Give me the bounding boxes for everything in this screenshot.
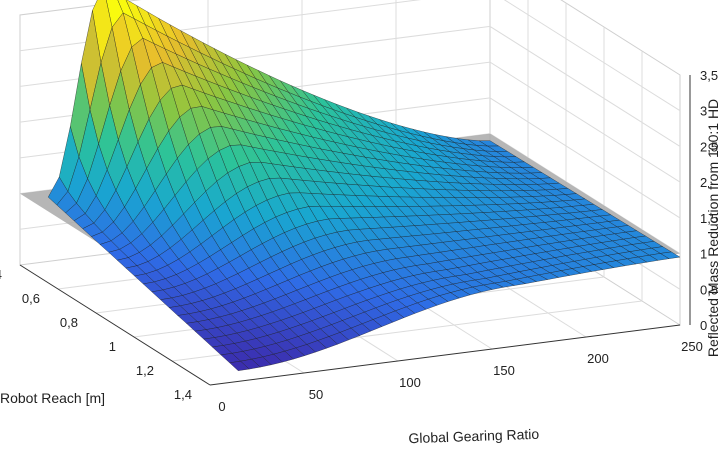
z-axis-label: Reflected Mass Reduction from 100:1 HD [705,99,721,357]
z-tick-label: 2,5 [700,139,718,154]
y-axis-label: Robot Reach [m] [0,390,105,406]
x-tick-label: 200 [587,351,609,366]
surface-patch [229,360,250,371]
y-tick-label: 0,6 [22,291,40,306]
z-tick-label: 3 [700,104,707,119]
z-tick-label: 0 [700,318,707,333]
y-axis-line [19,264,211,386]
x-axis-label: Global Gearing Ratio [408,426,539,447]
y-tick-label: 1 [109,339,116,354]
z-tick-label: 2 [700,175,707,190]
x-tick-label: 100 [399,375,421,390]
x-tick-label: 250 [681,339,703,354]
y-tick-label: 1,4 [174,387,192,402]
tick-labels: 0 50 100 150 200 250 0,4 0,6 0,8 1 1,2 1,4 0 0,5 1 1,5 2… [0,68,718,414]
x-tick-label: 150 [493,363,515,378]
z-tick-label: 1,5 [700,211,718,226]
y-tick-label: 0,8 [60,315,78,330]
z-tick-label: 3,5 [700,68,718,83]
surface-mesh [47,0,681,371]
x-axis-line [209,324,681,386]
y-tick-label: 0,4 [0,267,2,282]
z-tick-label: 0,5 [700,282,718,297]
x-tick-label: 50 [309,387,323,402]
z-tick-label: 1 [700,247,707,262]
x-tick-label: 0 [218,399,225,414]
y-tick-label: 1,2 [136,363,154,378]
